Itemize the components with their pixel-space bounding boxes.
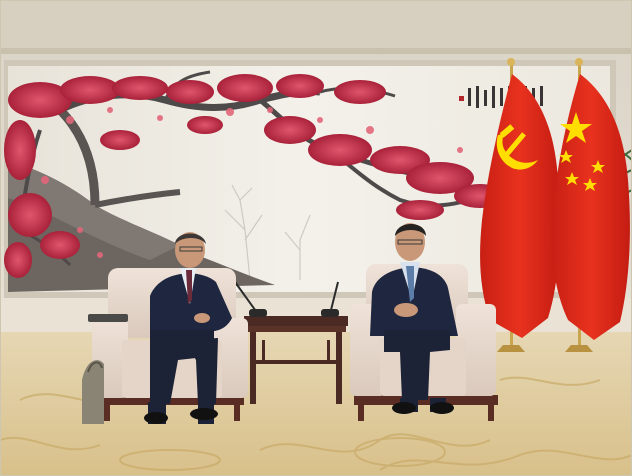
side-table <box>244 316 348 404</box>
papers <box>88 314 128 322</box>
plum-blossoms <box>4 74 536 278</box>
ceiling-band <box>0 0 632 52</box>
hammer-sickle-icon <box>496 124 538 170</box>
mural-background-tree <box>224 184 311 281</box>
star-icons <box>559 112 605 191</box>
plum-blossom-dots <box>41 107 503 258</box>
national-flag <box>551 74 630 340</box>
bag <box>82 360 104 424</box>
person-left <box>144 232 232 424</box>
microphone-icon <box>234 281 339 317</box>
person-right <box>370 223 458 414</box>
